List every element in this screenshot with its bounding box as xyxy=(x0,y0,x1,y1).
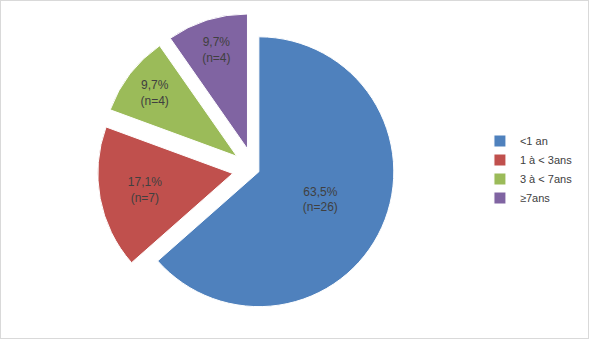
svg-text:3 à < 7ans: 3 à < 7ans xyxy=(520,173,572,185)
svg-text:<1 an: <1 an xyxy=(520,135,548,147)
svg-text:≥7ans: ≥7ans xyxy=(520,192,550,204)
svg-text:9,7%(n=4): 9,7%(n=4) xyxy=(140,78,168,108)
svg-text:17,1%(n=7): 17,1%(n=7) xyxy=(128,175,162,205)
svg-text:9,7%(n=4): 9,7%(n=4) xyxy=(202,35,230,65)
svg-text:1 à < 3ans: 1 à < 3ans xyxy=(520,154,572,166)
svg-text:63,5%(n=26): 63,5%(n=26) xyxy=(303,185,338,215)
